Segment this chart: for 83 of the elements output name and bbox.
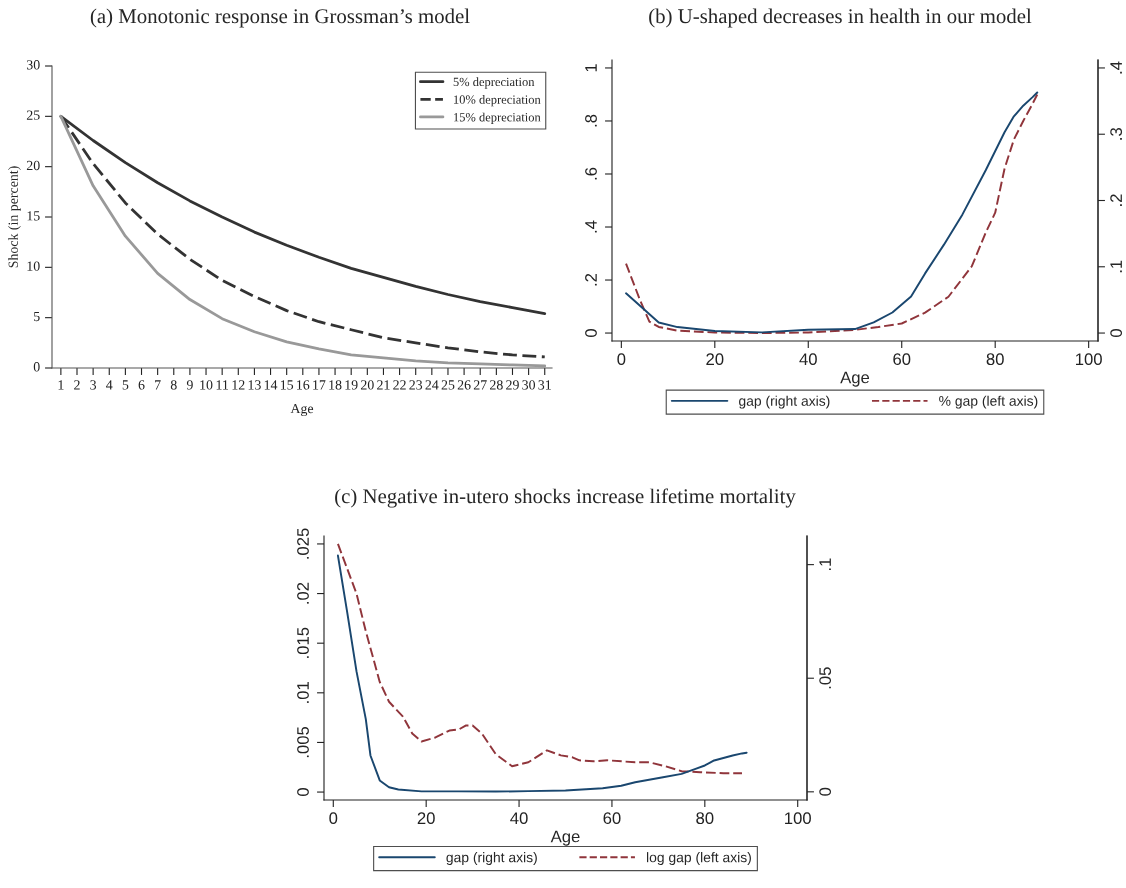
x-tick-label: 14 (264, 380, 278, 390)
x-tick-label: 10 (200, 380, 213, 390)
chart-title: (b) U-shaped decreases in health in our model (649, 8, 1032, 28)
x-tick-label: 1 (58, 380, 64, 390)
y2-tick-label: .1 (819, 558, 831, 571)
y-tick-label: 1 (585, 64, 597, 72)
y2-tick-label: 0 (819, 787, 832, 796)
legend-label: % gap (left axis) (939, 395, 1038, 409)
y-tick-label: 0 (585, 329, 597, 338)
y-tick-label: 10 (27, 261, 40, 271)
x-tick-label: 13 (248, 380, 261, 390)
x-tick-label: 20 (706, 353, 724, 366)
x-tick-label: 2 (74, 380, 80, 390)
y-tick-label: .015 (297, 627, 309, 658)
chart-title: (a) Monotonic response in Grossman’s model (90, 8, 470, 28)
y2-tick-label: .4 (1110, 61, 1122, 74)
x-axis-title: Age (290, 403, 314, 417)
x-tick-label: 6 (138, 380, 145, 390)
y2-tick-label: 0 (1110, 329, 1123, 338)
x-axis-title: Age (550, 830, 580, 846)
x-tick-label: 20 (360, 380, 374, 390)
x-tick-label: 7 (155, 380, 161, 390)
x-tick-label: 25 (441, 380, 455, 390)
legend-label: log gap (left axis) (646, 852, 751, 866)
x-tick-label: 29 (506, 380, 519, 390)
x-tick-label: 40 (799, 353, 817, 366)
y2-tick-label: .05 (819, 667, 832, 689)
y-tick-label: .01 (297, 682, 309, 703)
x-tick-label: 40 (510, 812, 528, 825)
x-tick-label: 0 (329, 812, 338, 825)
x-tick-label: 31 (538, 380, 551, 390)
y-tick-label: 0 (297, 788, 309, 797)
y-tick-label: 30 (26, 60, 40, 70)
y-tick-label: 25 (26, 110, 40, 120)
y2-tick-label: .2 (1110, 194, 1122, 206)
x-tick-label: 0 (617, 353, 626, 366)
legend-label: gap (right axis) (739, 395, 830, 409)
x-tick-label: 80 (986, 353, 1004, 366)
x-tick-label: 3 (90, 380, 97, 390)
y-axis-title: Shock (in percent) (8, 166, 21, 268)
x-tick-label: 5 (122, 380, 129, 390)
legend-label: 10% depreciation (454, 94, 541, 107)
x-tick-label: 9 (186, 380, 193, 390)
legend-label: gap (right axis) (446, 852, 537, 866)
x-tick-label: 27 (473, 380, 487, 390)
y-tick-label: .025 (297, 528, 309, 559)
x-tick-label: 28 (490, 380, 503, 390)
x-tick-label: 19 (345, 380, 358, 390)
x-tick-label: 26 (457, 380, 471, 390)
y-tick-label: .02 (297, 582, 309, 604)
chart-title: (c) Negative in-utero shocks increase lifetime mortality (335, 488, 796, 508)
y-tick-label: .005 (297, 726, 309, 758)
y2-tick-label: .3 (1110, 128, 1123, 140)
x-tick-label: 24 (425, 380, 439, 390)
y-tick-label: 20 (26, 160, 40, 171)
x-tick-label: 4 (106, 380, 113, 390)
x-tick-label: 17 (313, 380, 326, 390)
y-tick-label: .2 (585, 273, 597, 286)
x-tick-label: 22 (393, 380, 406, 390)
x-tick-label: 15 (280, 380, 294, 390)
x-tick-label: 8 (170, 380, 177, 390)
x-tick-label: 60 (893, 353, 911, 366)
x-tick-label: 20 (417, 812, 435, 825)
y-tick-label: .4 (585, 220, 597, 233)
x-tick-label: 60 (603, 812, 621, 825)
y-tick-label: .6 (585, 167, 597, 180)
legend-label: 15% depreciation (454, 112, 541, 124)
y2-tick-label: .1 (1110, 260, 1122, 273)
x-tick-label: 80 (696, 812, 714, 825)
x-tick-label: 16 (297, 380, 310, 390)
x-tick-label: 12 (232, 380, 245, 390)
x-tick-label: 11 (216, 380, 229, 390)
x-tick-label: 21 (377, 380, 390, 390)
legend-label: 5% depreciation (453, 77, 535, 89)
y-tick-label: 5 (34, 311, 40, 322)
x-axis-title: Age (840, 371, 870, 387)
x-tick-label: 30 (522, 380, 536, 390)
y-tick-label: 15 (27, 211, 40, 221)
x-tick-label: 100 (785, 812, 811, 825)
x-tick-label: 100 (1076, 353, 1102, 366)
y-tick-label: .8 (585, 114, 597, 127)
x-tick-label: 18 (329, 380, 342, 390)
x-tick-label: 23 (409, 380, 423, 390)
